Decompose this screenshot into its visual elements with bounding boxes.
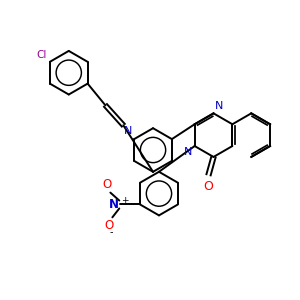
Text: O: O	[103, 178, 112, 190]
Text: N: N	[124, 126, 133, 136]
Text: -: -	[110, 227, 113, 237]
Text: N: N	[184, 147, 193, 157]
Text: N: N	[109, 198, 119, 211]
Text: Cl: Cl	[37, 50, 47, 60]
Text: O: O	[105, 219, 114, 232]
Text: +: +	[122, 196, 129, 205]
Text: O: O	[204, 180, 214, 193]
Text: N: N	[214, 101, 223, 111]
